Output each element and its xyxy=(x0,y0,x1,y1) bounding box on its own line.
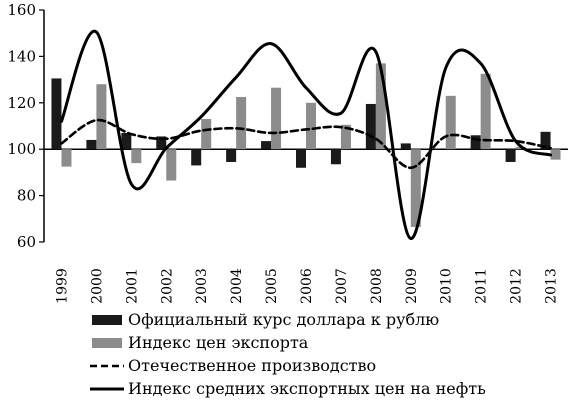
legend-label: Индекс средних экспортных цен на нефть xyxy=(128,379,486,398)
x-tick-label: 2000 xyxy=(89,268,105,304)
bar-export-price-index xyxy=(166,149,177,181)
bar-export-price-index xyxy=(550,149,561,160)
x-tick-label: 2007 xyxy=(334,268,350,304)
bar-export-price-index xyxy=(340,124,351,150)
x-tick-label: 2004 xyxy=(229,268,245,304)
y-tick-label: 160 xyxy=(7,1,36,19)
bar-exchange-rate xyxy=(365,103,376,150)
bar-exchange-rate xyxy=(400,143,411,150)
bar-export-price-index xyxy=(271,87,282,150)
chart-bars xyxy=(51,63,561,227)
line-oil-export-price xyxy=(59,29,553,241)
x-tick-label: 2005 xyxy=(264,268,280,304)
bar-exchange-rate xyxy=(156,136,167,150)
y-tick-label: 100 xyxy=(7,140,36,158)
chart-lines xyxy=(59,29,553,241)
bar-exchange-rate xyxy=(330,149,341,165)
bar-export-price-index xyxy=(96,84,107,150)
bar-exchange-rate xyxy=(86,139,97,150)
x-tick-label: 2008 xyxy=(369,268,385,304)
legend-swatch xyxy=(92,338,122,348)
bar-export-price-index xyxy=(131,149,142,164)
bar-exchange-rate xyxy=(226,149,237,162)
bar-exchange-rate xyxy=(540,131,551,150)
x-tick-label: 2012 xyxy=(509,268,525,304)
bar-exchange-rate xyxy=(296,149,306,168)
bar-export-price-index xyxy=(201,119,212,150)
chart-legend: Официальный курс доллара к рублю Индекс ц… xyxy=(90,310,486,398)
bar-export-price-index xyxy=(306,102,316,150)
line-domestic-production xyxy=(60,118,552,170)
y-tick-label: 120 xyxy=(7,94,36,112)
bar-exchange-rate xyxy=(121,132,132,150)
bar-export-price-index xyxy=(480,73,491,150)
legend-swatch xyxy=(92,315,122,325)
bar-export-price-index xyxy=(445,95,456,150)
x-tick-label: 2001 xyxy=(124,268,140,304)
bar-export-price-index xyxy=(410,149,421,227)
y-tick-label: 60 xyxy=(17,233,36,251)
y-tick-label: 140 xyxy=(7,47,36,65)
bar-exchange-rate xyxy=(51,78,62,150)
x-tick-label: 2006 xyxy=(299,268,315,304)
bar-export-price-index xyxy=(375,63,386,150)
chart-axes: 60 80 100 120 140 160 1999 2000 2001 2002 2003 2004… xyxy=(7,1,568,304)
x-tick-label: 2009 xyxy=(404,268,420,304)
bar-exchange-rate xyxy=(261,141,272,150)
bar-export-price-index xyxy=(236,97,247,150)
legend-label: Отечественное производство xyxy=(128,356,376,375)
x-tick-label: 2002 xyxy=(159,268,175,304)
x-tick-label: 2013 xyxy=(544,268,560,304)
bar-export-price-index xyxy=(61,149,72,167)
bar-exchange-rate xyxy=(191,149,202,166)
y-tick-label: 80 xyxy=(17,187,36,205)
legend-label: Официальный курс доллара к рублю xyxy=(128,310,439,329)
bar-exchange-rate xyxy=(505,149,516,162)
x-tick-label: 2003 xyxy=(194,268,210,304)
x-tick-label: 1999 xyxy=(54,268,70,304)
x-tick-label: 2011 xyxy=(474,268,490,304)
legend-label: Индекс цен экспорта xyxy=(128,333,309,352)
bar-exchange-rate xyxy=(470,135,481,150)
x-tick-label: 2010 xyxy=(439,268,455,304)
